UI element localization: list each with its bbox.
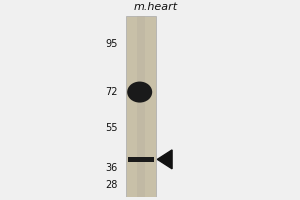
Text: 55: 55 (105, 123, 118, 133)
Text: 28: 28 (105, 180, 118, 190)
Text: m.heart: m.heart (134, 2, 178, 12)
Text: 36: 36 (105, 163, 118, 173)
Polygon shape (158, 150, 172, 169)
Text: 95: 95 (105, 39, 118, 49)
Text: 72: 72 (105, 87, 118, 97)
Bar (126, 16, 156, 197)
Bar (137, 16, 145, 197)
Ellipse shape (127, 82, 152, 103)
Bar (128, 157, 154, 162)
